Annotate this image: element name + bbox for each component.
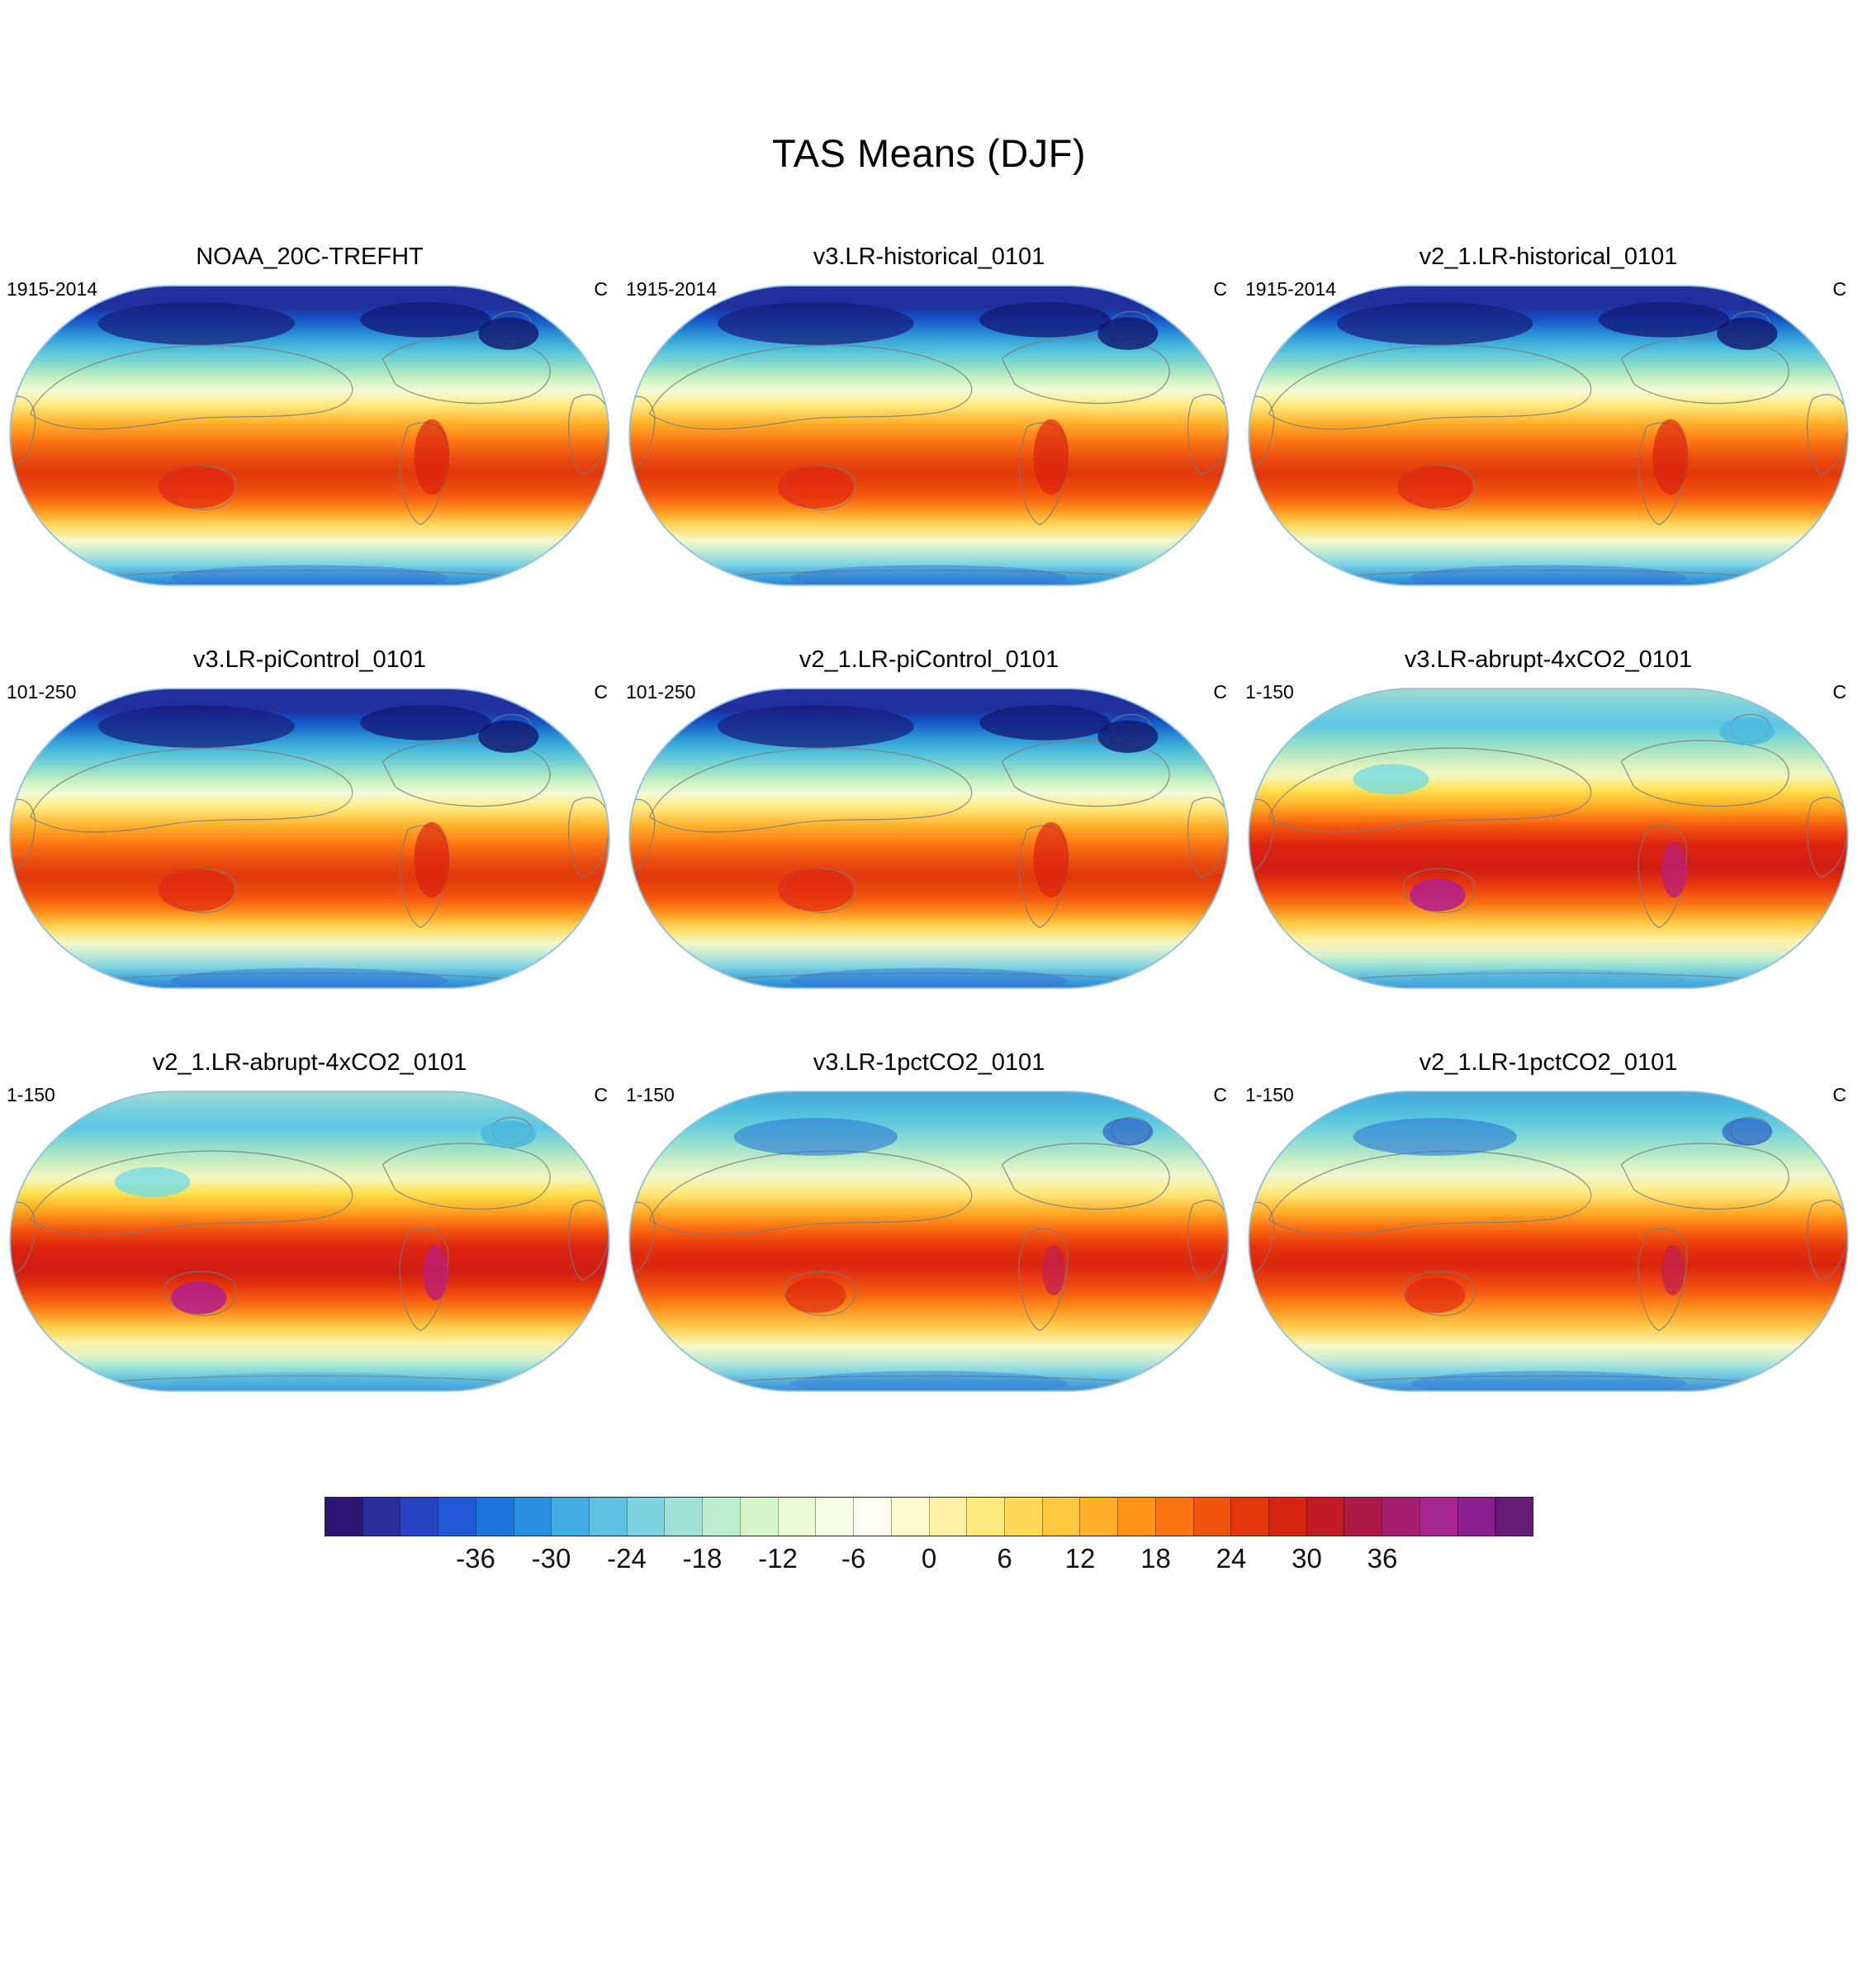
world-temperature-map (628, 688, 1230, 989)
world-temperature-map (1248, 688, 1849, 989)
world-temperature-map (9, 688, 610, 989)
colorbar-segment (325, 1498, 363, 1536)
colorbar-segment (1268, 1498, 1306, 1536)
colorbar-segment (362, 1498, 401, 1536)
panel-period-label: 1-150 (1245, 681, 1294, 703)
colorbar-segment (928, 1498, 967, 1536)
panel-title: v3.LR-piControl_0101 (192, 646, 427, 673)
colorbar-segment (626, 1498, 665, 1536)
colorbar-segment (1192, 1498, 1231, 1536)
colorbar-ticks: -36 -30 -24 -18 -12 -6 0 6 12 18 24 30 36 (325, 1543, 1533, 1581)
colorbar-tick-label: 18 (1140, 1543, 1171, 1574)
colorbar-tick-label: 12 (1064, 1543, 1096, 1574)
colorbar-segment (1344, 1498, 1382, 1536)
map-panel-8: v3.LR-1pctCO2_0101 1-150 C (619, 1046, 1239, 1449)
colorbar-segment (1382, 1498, 1420, 1536)
panel-title: v2_1.LR-abrupt-4xCO2_0101 (152, 1049, 467, 1076)
colorbar-segment (438, 1498, 476, 1536)
panel-units-label: C (1213, 1084, 1227, 1105)
world-temperature-map (1248, 1091, 1849, 1392)
colorbar-segment (739, 1498, 778, 1536)
panel-title: v2_1.LR-1pctCO2_0101 (1419, 1049, 1678, 1076)
colorbar-tick-label: -6 (841, 1543, 866, 1574)
panel-title: v3.LR-historical_0101 (813, 244, 1045, 270)
map-panel-4: v3.LR-piControl_0101 101-250 C (0, 643, 619, 1046)
panel-period-label: 1-150 (7, 1084, 55, 1105)
panel-period-label: 101-250 (626, 681, 696, 703)
colorbar-segment (890, 1498, 929, 1536)
colorbar-segment (1306, 1498, 1344, 1536)
panel-units-label: C (1832, 278, 1846, 300)
colorbar-tick-label: 36 (1367, 1543, 1398, 1574)
figure-title: TAS Means (DJF) (771, 131, 1087, 175)
colorbar-tick-label: 6 (997, 1543, 1012, 1574)
map-panel-7: v2_1.LR-abrupt-4xCO2_0101 1-150 C (0, 1046, 619, 1449)
panel-title: v2_1.LR-piControl_0101 (799, 646, 1059, 673)
colorbar-segment (777, 1498, 816, 1536)
panel-period-label: 1-150 (626, 1084, 675, 1105)
panel-units-label: C (1832, 681, 1846, 703)
panel-units-label: C (1213, 681, 1227, 703)
colorbar-segment (1419, 1498, 1457, 1536)
colorbar-segment (1079, 1498, 1118, 1536)
colorbar-bar (325, 1497, 1533, 1536)
panel-units-label: C (594, 681, 608, 703)
map-panel-2: v3.LR-historical_0101 1915-2014 C (619, 240, 1239, 643)
colorbar-segment (853, 1498, 891, 1536)
panel-title: v3.LR-1pctCO2_0101 (813, 1049, 1045, 1076)
colorbar-tick-label: 30 (1292, 1543, 1322, 1574)
colorbar-segment (1230, 1498, 1268, 1536)
world-temperature-map (628, 1091, 1230, 1392)
colorbar-segment (1003, 1498, 1042, 1536)
colorbar-segment (1154, 1498, 1193, 1536)
colorbar-segment (400, 1498, 438, 1536)
panel-period-label: 1915-2014 (626, 278, 717, 300)
colorbar-segment (664, 1498, 703, 1536)
colorbar-tick-label: -36 (456, 1543, 495, 1574)
panel-title: NOAA_20C-TREFHT (196, 244, 424, 270)
panel-units-label: C (594, 278, 608, 300)
colorbar-tick-label: -18 (682, 1543, 723, 1574)
colorbar-tick-label: -24 (607, 1543, 647, 1574)
colorbar-segment (1457, 1498, 1495, 1536)
panel-units-label: C (1832, 1084, 1846, 1105)
world-temperature-map (9, 1091, 610, 1392)
colorbar-segment (1117, 1498, 1155, 1536)
world-temperature-map (1248, 285, 1849, 586)
colorbar-segment (1495, 1498, 1533, 1536)
panel-period-label: 101-250 (7, 681, 77, 703)
map-panel-9: v2_1.LR-1pctCO2_0101 1-150 C (1239, 1046, 1858, 1449)
colorbar-tick-label: 0 (921, 1543, 937, 1574)
colorbar-segment (1041, 1498, 1080, 1536)
panel-units-label: C (1213, 278, 1227, 300)
map-panel-1: NOAA_20C-TREFHT 1915-2014 C (0, 240, 619, 643)
map-panel-5: v2_1.LR-piControl_0101 101-250 C (619, 643, 1239, 1046)
colorbar-segment (551, 1498, 590, 1536)
panel-title: v3.LR-abrupt-4xCO2_0101 (1404, 646, 1693, 673)
panel-period-label: 1915-2014 (1245, 278, 1336, 300)
colorbar-segment (702, 1498, 740, 1536)
colorbar-segment (513, 1498, 552, 1536)
colorbar-segment (589, 1498, 627, 1536)
panel-grid: NOAA_20C-TREFHT 1915-2014 C v3.LR-histor… (0, 240, 1858, 1449)
colorbar-tick-label: -12 (758, 1543, 798, 1574)
colorbar-segment (475, 1498, 514, 1536)
panel-units-label: C (594, 1084, 608, 1105)
world-temperature-map (9, 285, 610, 586)
world-temperature-map (628, 285, 1230, 586)
colorbar-segment (815, 1498, 854, 1536)
panel-title: v2_1.LR-historical_0101 (1419, 244, 1678, 270)
map-panel-3: v2_1.LR-historical_0101 1915-2014 C (1239, 240, 1858, 643)
colorbar-tick-label: 24 (1216, 1543, 1247, 1574)
colorbar-segment (966, 1498, 1004, 1536)
colorbar: -36 -30 -24 -18 -12 -6 0 6 12 18 24 30 36 (325, 1497, 1533, 1581)
panel-period-label: 1915-2014 (7, 278, 97, 300)
panel-period-label: 1-150 (1245, 1084, 1294, 1105)
map-panel-6: v3.LR-abrupt-4xCO2_0101 1-150 C (1239, 643, 1858, 1046)
colorbar-tick-label: -30 (531, 1543, 571, 1574)
